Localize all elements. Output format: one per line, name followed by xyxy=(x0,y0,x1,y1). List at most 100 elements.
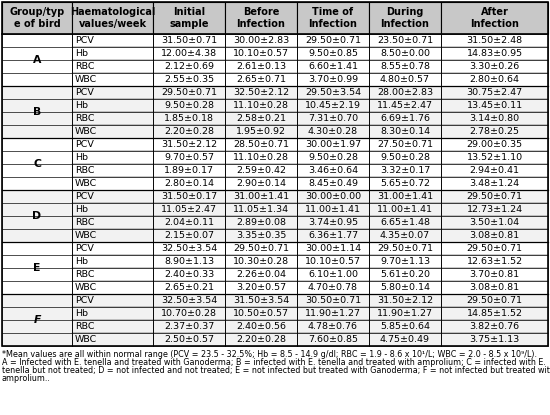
Text: RBC: RBC xyxy=(75,218,95,227)
Text: 3.08±0.81: 3.08±0.81 xyxy=(470,231,520,240)
Text: 32.50±3.54: 32.50±3.54 xyxy=(161,296,217,305)
Text: 3.14±0.80: 3.14±0.80 xyxy=(470,114,520,123)
Bar xyxy=(369,281,441,294)
Text: 4.70±0.78: 4.70±0.78 xyxy=(308,283,358,292)
Bar xyxy=(2,229,72,242)
Text: A: A xyxy=(33,55,41,65)
Bar xyxy=(297,203,369,216)
Bar xyxy=(441,47,548,60)
Bar xyxy=(297,190,369,203)
Text: 30.50±0.71: 30.50±0.71 xyxy=(305,296,361,305)
Text: 4.35±0.07: 4.35±0.07 xyxy=(380,231,430,240)
Bar xyxy=(297,294,369,307)
Text: 8.45±0.49: 8.45±0.49 xyxy=(308,179,358,188)
Bar xyxy=(297,177,369,190)
Text: 2.65±0.71: 2.65±0.71 xyxy=(236,75,286,84)
Text: Hb: Hb xyxy=(75,153,88,162)
Text: 29.50±0.71: 29.50±0.71 xyxy=(377,244,433,253)
Text: WBC: WBC xyxy=(75,283,97,292)
Bar xyxy=(72,125,153,138)
Bar xyxy=(72,47,153,60)
Bar xyxy=(72,112,153,125)
Bar xyxy=(2,255,72,268)
Text: 3.20±0.57: 3.20±0.57 xyxy=(236,283,286,292)
Text: 5.80±0.14: 5.80±0.14 xyxy=(380,283,430,292)
Text: 8.30±0.14: 8.30±0.14 xyxy=(380,127,430,136)
Bar xyxy=(153,125,225,138)
Text: 32.50±3.54: 32.50±3.54 xyxy=(161,244,217,253)
Text: Hb: Hb xyxy=(75,257,88,266)
Text: WBC: WBC xyxy=(75,231,97,240)
Text: 6.60±1.41: 6.60±1.41 xyxy=(308,62,358,71)
Bar xyxy=(72,86,153,99)
Text: 31.50±0.17: 31.50±0.17 xyxy=(161,192,217,201)
Text: 2.20±0.28: 2.20±0.28 xyxy=(236,335,286,344)
Bar xyxy=(369,268,441,281)
Bar xyxy=(297,34,369,47)
Bar xyxy=(369,333,441,346)
Text: A = Infected with E. tenella and treated with Ganoderma; B = infected with E. te: A = Infected with E. tenella and treated… xyxy=(2,358,546,367)
Text: 8.55±0.78: 8.55±0.78 xyxy=(380,62,430,71)
Text: 2.55±0.35: 2.55±0.35 xyxy=(164,75,214,84)
Bar xyxy=(369,99,441,112)
Text: 31.50±2.12: 31.50±2.12 xyxy=(161,140,217,149)
Bar xyxy=(297,229,369,242)
Text: 1.89±0.17: 1.89±0.17 xyxy=(164,166,214,175)
Bar xyxy=(441,164,548,177)
Bar xyxy=(153,138,225,151)
Bar xyxy=(153,2,225,34)
Text: 30.00±2.83: 30.00±2.83 xyxy=(233,36,289,45)
Bar xyxy=(153,73,225,86)
Text: 2.58±0.21: 2.58±0.21 xyxy=(236,114,286,123)
Bar xyxy=(441,138,548,151)
Bar xyxy=(225,255,297,268)
Text: 11.45±2.47: 11.45±2.47 xyxy=(377,101,433,110)
Bar xyxy=(441,99,548,112)
Text: 2.78±0.25: 2.78±0.25 xyxy=(470,127,520,136)
Bar xyxy=(297,138,369,151)
Text: 8.50±0.00: 8.50±0.00 xyxy=(380,49,430,58)
Bar xyxy=(72,203,153,216)
Text: 29.50±0.71: 29.50±0.71 xyxy=(161,88,217,97)
Text: 29.50±3.54: 29.50±3.54 xyxy=(305,88,361,97)
Text: 11.00±1.41: 11.00±1.41 xyxy=(305,205,361,214)
Text: Hb: Hb xyxy=(75,101,88,110)
Text: 2.61±0.13: 2.61±0.13 xyxy=(236,62,286,71)
Text: 9.70±0.57: 9.70±0.57 xyxy=(164,153,214,162)
Text: Initial
sample: Initial sample xyxy=(169,7,209,29)
Bar xyxy=(72,177,153,190)
Bar xyxy=(153,320,225,333)
Bar xyxy=(72,151,153,164)
Bar xyxy=(297,2,369,34)
Text: 31.50±2.48: 31.50±2.48 xyxy=(466,36,522,45)
Bar xyxy=(225,47,297,60)
Text: 2.80±0.64: 2.80±0.64 xyxy=(470,75,520,84)
Text: amprolium..: amprolium.. xyxy=(2,374,51,383)
Text: 2.15±0.07: 2.15±0.07 xyxy=(164,231,214,240)
Text: 29.50±0.71: 29.50±0.71 xyxy=(466,192,522,201)
Bar xyxy=(441,229,548,242)
Text: 3.48±1.24: 3.48±1.24 xyxy=(470,179,520,188)
Bar xyxy=(72,268,153,281)
Bar xyxy=(153,112,225,125)
Text: E: E xyxy=(34,263,41,273)
Text: 29.50±0.71: 29.50±0.71 xyxy=(466,296,522,305)
Bar xyxy=(297,47,369,60)
Text: *Mean values are all within normal range (PCV = 23.5 - 32.5%; Hb = 8.5 - 14.9 g/: *Mean values are all within normal range… xyxy=(2,350,537,359)
Bar xyxy=(153,268,225,281)
Bar xyxy=(2,151,72,164)
Bar xyxy=(441,255,548,268)
Bar xyxy=(225,73,297,86)
Bar xyxy=(225,138,297,151)
Text: 23.50±0.71: 23.50±0.71 xyxy=(377,36,433,45)
Bar xyxy=(297,307,369,320)
Bar xyxy=(369,151,441,164)
Text: 2.59±0.42: 2.59±0.42 xyxy=(236,166,286,175)
Bar xyxy=(441,307,548,320)
Bar xyxy=(72,294,153,307)
Text: 11.05±2.47: 11.05±2.47 xyxy=(161,205,217,214)
Text: 14.85±1.52: 14.85±1.52 xyxy=(466,309,522,318)
Bar xyxy=(441,203,548,216)
Bar xyxy=(2,307,72,320)
Bar xyxy=(441,73,548,86)
